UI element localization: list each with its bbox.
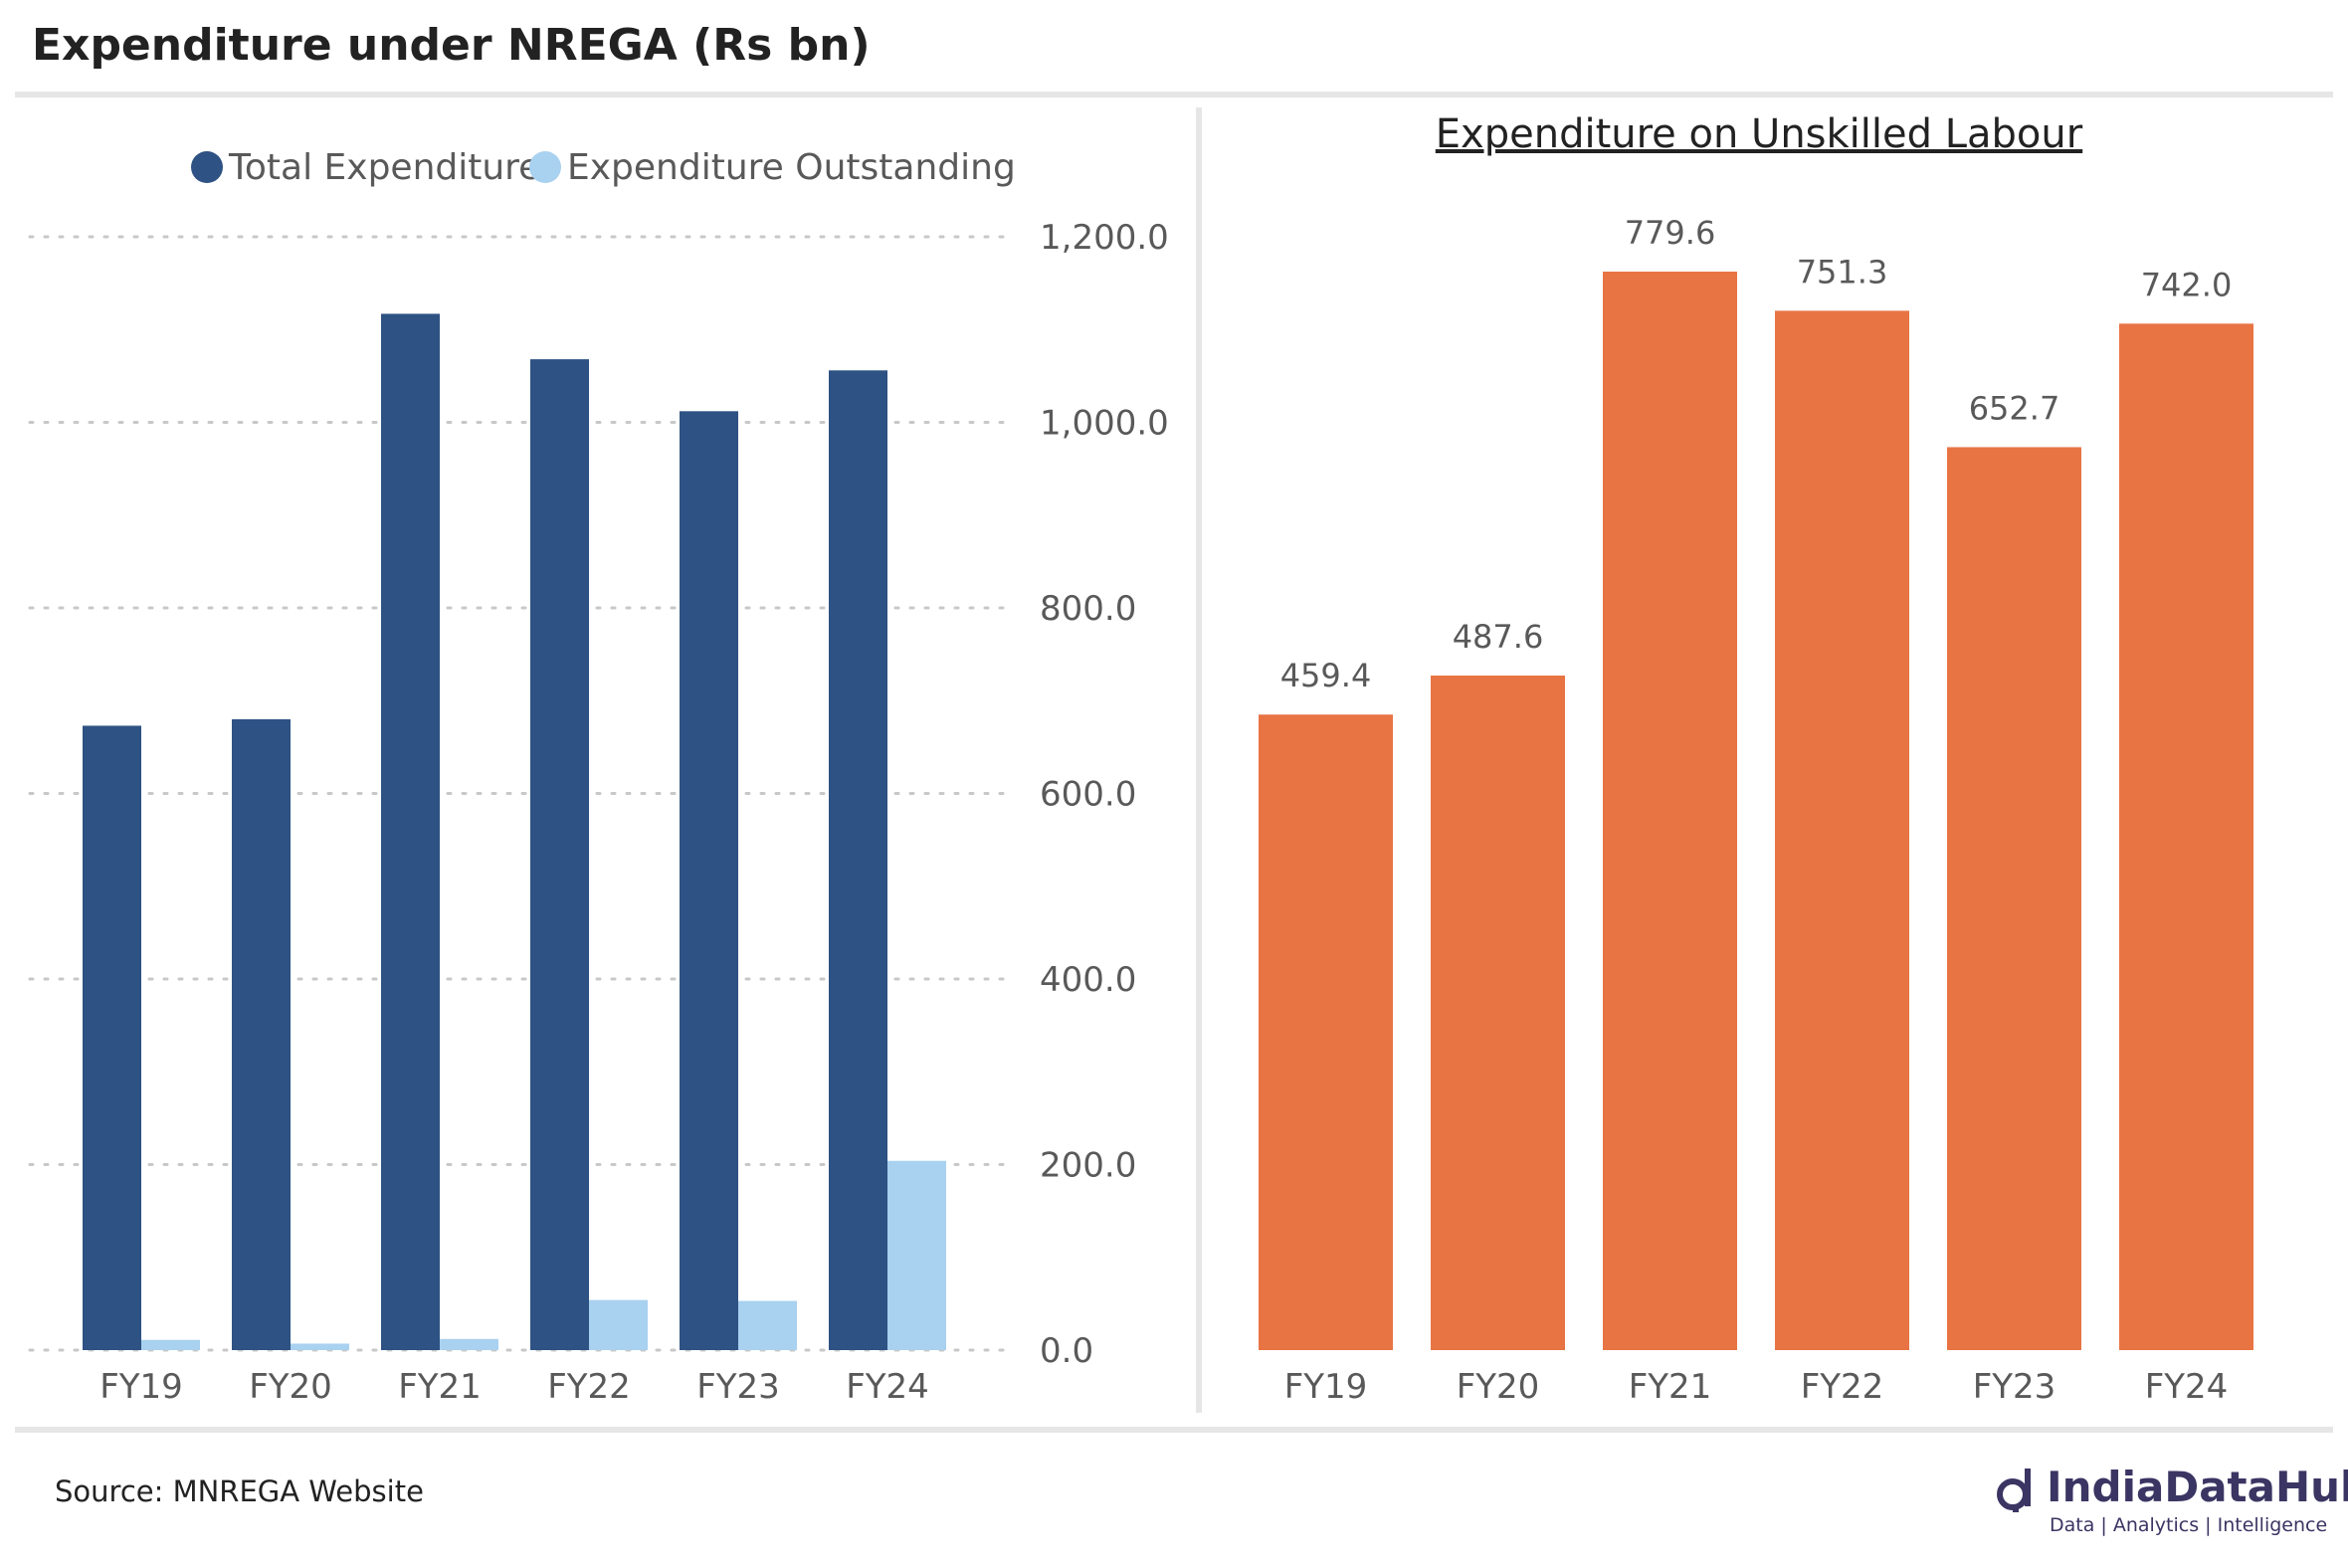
x-tick-label: FY24 [2145, 1367, 2229, 1407]
x-tick-label: FY24 [846, 1367, 929, 1407]
bar-unskilled-labour [1259, 714, 1393, 1350]
top-divider [15, 92, 2333, 98]
y-tick-label: 600.0 [1040, 775, 1136, 815]
data-label: 487.6 [1453, 618, 1544, 656]
bar-expenditure-outstanding [141, 1339, 200, 1350]
logo-mark-icon [1997, 1469, 2031, 1512]
x-tick-label: FY19 [1284, 1367, 1368, 1407]
y-tick-label: 800.0 [1040, 589, 1136, 629]
bar-total-expenditure [232, 718, 291, 1350]
x-tick-label: FY19 [99, 1367, 183, 1407]
bar-unskilled-labour [1775, 310, 1909, 1351]
logo-tagline: Data | Analytics | Intelligence [2050, 1514, 2328, 1536]
data-label: 652.7 [1969, 389, 2060, 427]
data-label: 751.3 [1797, 253, 1888, 291]
x-tick-label: FY23 [1973, 1367, 2056, 1407]
x-tick-label: FY22 [1801, 1367, 1884, 1407]
x-tick-label: FY22 [547, 1367, 631, 1407]
y-tick-label: 1,000.0 [1040, 404, 1169, 444]
indiadatahub-logo: IndiaDataHub Data | Analytics | Intellig… [1995, 1463, 2348, 1542]
bar-expenditure-outstanding [440, 1338, 498, 1350]
bar-total-expenditure [381, 313, 440, 1351]
legend-marker [529, 151, 561, 183]
bar-expenditure-outstanding [887, 1160, 946, 1350]
right-chart-title: Expenditure on Unskilled Labour [1436, 111, 2083, 157]
y-tick-label: 400.0 [1040, 960, 1136, 1000]
legend-marker [191, 151, 223, 183]
bottom-divider [15, 1427, 2333, 1433]
bar-expenditure-outstanding [738, 1300, 797, 1350]
x-tick-label: FY21 [1629, 1367, 1712, 1407]
bar-total-expenditure [83, 725, 141, 1350]
x-tick-label: FY20 [1457, 1367, 1540, 1407]
legend-label: Total Expenditure [228, 147, 540, 188]
bar-total-expenditure [680, 411, 738, 1350]
x-tick-label: FY20 [249, 1367, 332, 1407]
bar-expenditure-outstanding [589, 1299, 648, 1350]
x-tick-label: FY23 [696, 1367, 780, 1407]
y-tick-label: 0.0 [1040, 1331, 1093, 1371]
panel-divider [1196, 107, 1202, 1413]
data-label: 459.4 [1280, 657, 1372, 694]
bar-total-expenditure [829, 370, 887, 1350]
bar-unskilled-labour [2119, 323, 2253, 1351]
bar-total-expenditure [530, 359, 589, 1351]
bar-expenditure-outstanding [291, 1343, 349, 1350]
y-tick-label: 200.0 [1040, 1146, 1136, 1186]
source-note: Source: MNREGA Website [55, 1474, 424, 1508]
chart-title: Expenditure under NREGA (Rs bn) [32, 20, 871, 71]
bar-unskilled-labour [1431, 676, 1565, 1350]
data-label: 779.6 [1625, 214, 1716, 252]
bar-unskilled-labour [1603, 272, 1737, 1350]
data-label: 742.0 [2141, 266, 2233, 303]
x-tick-label: FY21 [398, 1367, 482, 1407]
legend-label: Expenditure Outstanding [567, 147, 1016, 188]
bar-unskilled-labour [1947, 447, 2081, 1350]
y-tick-label: 1,200.0 [1040, 218, 1169, 258]
logo-name: IndiaDataHub [2047, 1463, 2348, 1511]
